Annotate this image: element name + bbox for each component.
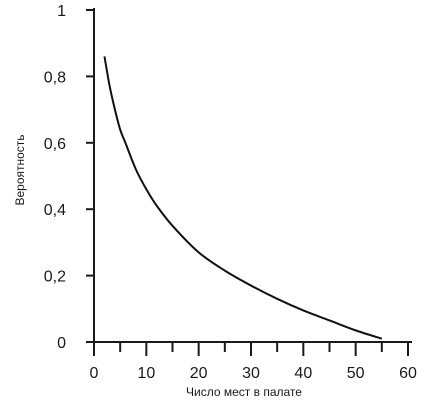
y-tick-label: 0,2	[44, 269, 66, 286]
x-ticks: 0 10 20 30 40 50 60	[90, 342, 417, 382]
y-tick-label: 0	[57, 335, 66, 352]
y-tick-label: 1	[57, 3, 66, 20]
x-axis-title: Число мест в палате	[186, 385, 302, 399]
x-tick-label: 20	[190, 365, 208, 382]
x-tick-label: 40	[294, 365, 312, 382]
y-ticks: 0 0,2 0,4 0,6 0,8 1	[44, 3, 94, 352]
x-tick-label: 60	[399, 365, 417, 382]
y-tick-label: 0,4	[44, 202, 66, 219]
x-tick-label: 0	[90, 365, 99, 382]
y-tick-label: 0,6	[44, 136, 66, 153]
series-line	[103, 56, 383, 340]
y-axis-title: Вероятность	[13, 134, 27, 205]
x-tick-label: 30	[242, 365, 260, 382]
series-layer	[103, 56, 383, 340]
y-tick-label: 0,8	[44, 69, 66, 86]
x-tick-label: 10	[137, 365, 155, 382]
x-tick-label: 50	[347, 365, 365, 382]
